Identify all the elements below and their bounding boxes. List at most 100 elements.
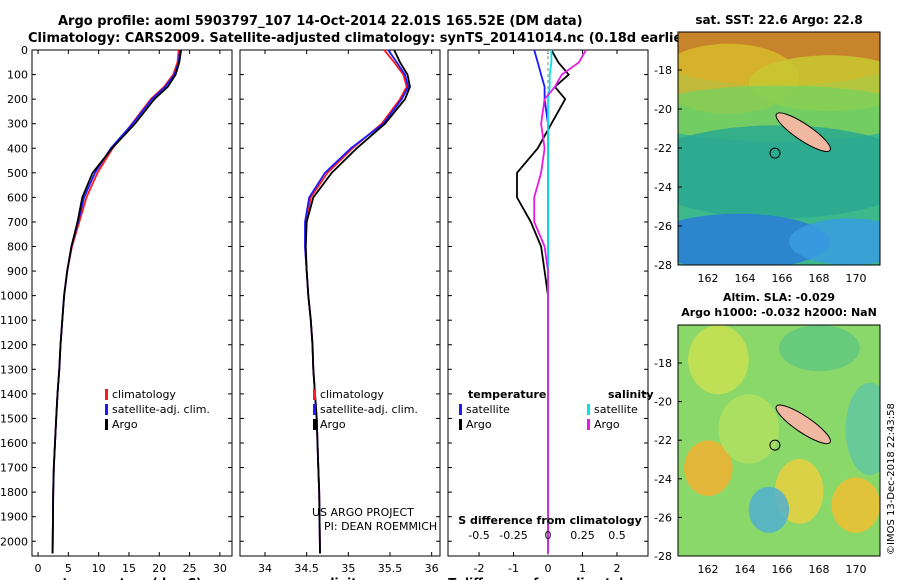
x-tick-label: -2 [474,562,485,575]
legend-label: satellite-adj. clim. [112,403,210,416]
legend-swatch [313,389,316,400]
legend-swatch [105,404,108,415]
map-field-blob [688,325,749,395]
legend-swatch [313,404,316,415]
legend-label: satellite [594,403,638,416]
x-axis-label: salinity [315,576,365,580]
island-shape [775,404,831,445]
x-tick-label: 1 [579,562,586,575]
x-tick-label: 35.5 [378,562,403,575]
x-tick-label: 30 [213,562,227,575]
series-line-salinity-argo [533,49,587,554]
map-x-tick-label-sst: 166 [772,272,793,285]
x-tick-label: 35 [341,562,355,575]
map-field-blob [845,382,880,476]
map-y-tick-label-sla: -28 [654,550,672,563]
y-tick-label: 2000 [0,535,28,548]
x-tick-label-top: 0.5 [608,529,626,542]
map-x-tick-label-sst: 164 [735,272,756,285]
island-shape [775,112,831,152]
legend-title-salinity: salinity [608,388,654,401]
map-x-tick-label-sst: 168 [809,272,830,285]
legend-title-temperature: temperature [468,388,546,401]
map-y-tick-label-sla: -22 [654,434,672,447]
legend-label: satellite-adj. clim. [320,403,418,416]
map-y-tick-label-sst: -18 [654,64,672,77]
map-y-tick-label-sst: -24 [654,181,672,194]
x-tick-label-top: 0.25 [570,529,595,542]
sla-map [677,324,881,557]
y-tick-label: 0 [21,44,28,57]
x-tick-label: 5 [65,562,72,575]
map-field-blob [789,218,880,265]
x-axis-label: temperature (deg C) [63,576,202,580]
map-field-blob [684,440,733,496]
series-line-argo [51,49,182,554]
map-field-blob [779,325,860,372]
map-x-tick-label-sla: 168 [809,563,830,576]
legend-label: Argo [112,418,138,431]
map-y-tick-label-sla: -18 [654,357,672,370]
x-tick-label: 2 [613,562,620,575]
series-line-climatology [304,49,408,554]
legend-swatch [105,389,108,400]
x-tick-label: 36 [425,562,439,575]
legend-swatch [459,404,462,415]
x-tick-label: 34.5 [294,562,319,575]
credit-pi: PI: DEAN ROEMMICH [324,520,437,533]
chart-title-line1: Argo profile: aoml 5903797_107 14-Oct-20… [58,14,583,29]
map-x-tick-label-sla: 170 [846,563,867,576]
x-tick-label-top: -0.5 [468,529,489,542]
y-tick-label: 1800 [0,486,28,499]
legend-swatch [587,419,590,430]
panel-temperature: 0 5 10 15 20 25 30 temperature (deg C) climatolo… [31,49,233,580]
imos-stamp: ©IMOS 13-Dec-2018 22:43:58 [886,403,897,555]
y-tick-label: 1900 [0,511,28,524]
map-field-blob [678,213,830,265]
map-y-tick-label-sst: -26 [654,220,672,233]
panel-frame [239,49,441,557]
series-line-satellite-adj-clim- [51,49,181,554]
x-axis-label: T difference from climatology [448,576,648,580]
series-line-argo [304,49,411,554]
x-tick-label: 20 [152,562,166,575]
map-x-tick-label-sst: 170 [846,272,867,285]
legend-swatch [313,419,316,430]
map-field-blob [831,477,880,533]
y-tick-label: 1200 [0,339,28,352]
y-tick-label: 1500 [0,412,28,425]
panel-frame [31,49,233,557]
map-y-tick-label-sla: -26 [654,511,672,524]
map-y-tick-label-sla: -24 [654,473,672,486]
series-line-satellite-adj-clim- [304,49,410,554]
y-tick-label: 800 [7,241,28,254]
x-tick-label: 10 [92,562,106,575]
y-tick-label: 1100 [0,314,28,327]
map-field-blob [748,486,790,533]
map-x-tick-label-sla: 162 [698,563,719,576]
y-tick-label: 1600 [0,437,28,450]
y-tick-label: 400 [7,142,28,155]
sst-map-title: sat. SST: 22.6 Argo: 22.8 [695,13,862,27]
x-tick-label: 34 [258,562,272,575]
y-tick-label: 1400 [0,388,28,401]
x-axis-label-top: S difference from climatology [458,514,642,527]
y-tick-label: 200 [7,93,28,106]
y-tick-label: 1700 [0,462,28,475]
map-y-tick-label-sst: -22 [654,142,672,155]
sla-map-title-line2: Argo h1000: -0.032 h2000: NaN [681,306,877,319]
argo-float-marker [769,147,781,159]
sst-map [677,31,881,266]
legend-label: Argo [466,418,492,431]
legend-label: satellite [466,403,510,416]
argo-float-marker [769,439,781,451]
x-tick-label-top: -0.25 [499,529,527,542]
y-tick-label: 1000 [0,290,28,303]
x-tick-label: -1 [508,562,519,575]
y-tick-label: 700 [7,216,28,229]
series-line-climatology [51,49,180,554]
x-tick-label: 0 [35,562,42,575]
map-field-blob [678,125,880,219]
legend-label: climatology [320,388,384,401]
map-x-tick-label-sla: 164 [735,563,756,576]
